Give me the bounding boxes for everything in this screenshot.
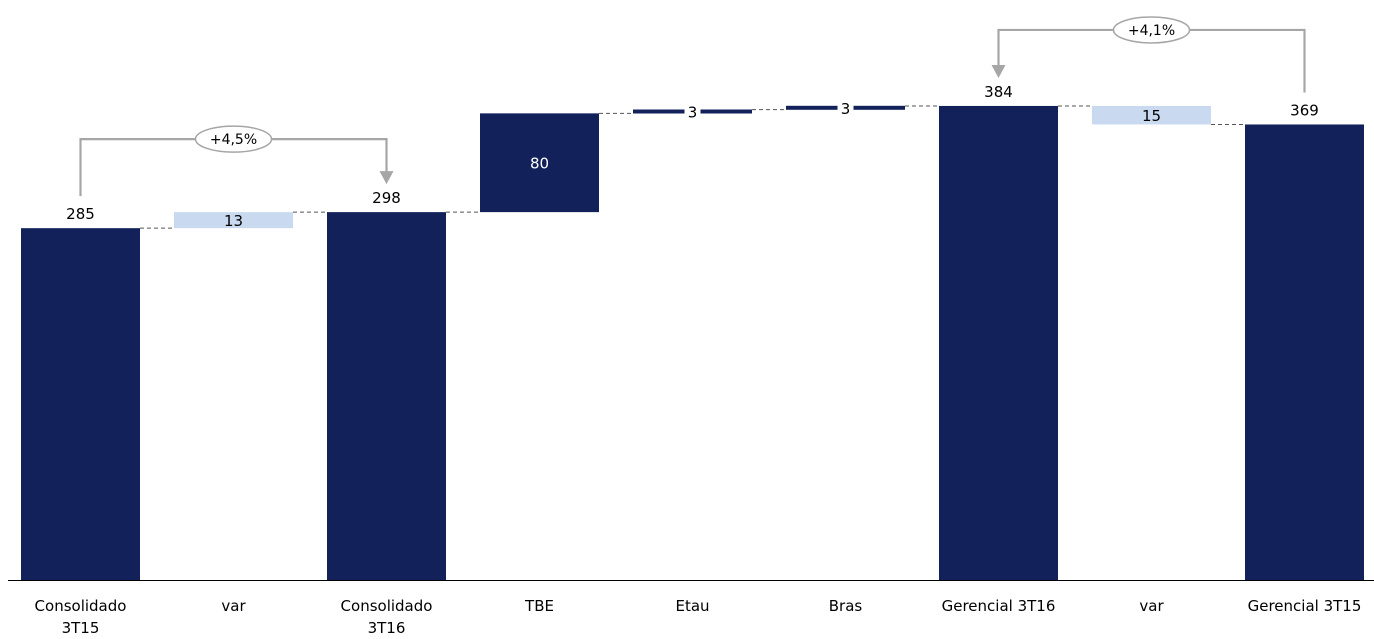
- category-label-3-0: TBE: [524, 597, 554, 615]
- category-label-7-0: var: [1139, 597, 1164, 615]
- category-label-2-1: 3T16: [368, 619, 406, 637]
- growth-annotation-0: +4,5%: [79, 125, 394, 197]
- connector-lines: [140, 105, 1245, 229]
- category-label-2-0: Consolidado: [341, 597, 433, 615]
- value-label-4: 3: [688, 104, 698, 122]
- value-label-0: 285: [66, 205, 95, 223]
- annotation-label-1: +4,1%: [1128, 23, 1175, 39]
- bar-3: [480, 113, 599, 213]
- bar-0: [21, 228, 140, 581]
- value-label-bg-5: [837, 99, 854, 118]
- value-label-5: 3: [841, 100, 851, 118]
- value-label-bg-4: [684, 103, 701, 122]
- value-label-1: 13: [224, 212, 243, 230]
- category-label-4-0: Etau: [675, 597, 709, 615]
- bar-8: [1245, 124, 1364, 581]
- category-label-8-0: Gerencial 3T15: [1248, 597, 1362, 615]
- bar-1: [174, 212, 293, 229]
- annotation-ellipse-0: [194, 125, 273, 153]
- bars-group: [21, 105, 1364, 581]
- bar-6: [939, 105, 1058, 581]
- value-label-8: 369: [1290, 101, 1319, 119]
- growth-annotation-1: +4,1%: [991, 16, 1306, 93]
- bar-7: [1092, 105, 1211, 125]
- value-label-2: 298: [372, 189, 401, 207]
- bar-2: [327, 212, 446, 580]
- annotation-arrowhead-0: [379, 171, 394, 185]
- category-label-5-0: Bras: [829, 597, 863, 615]
- category-label-0-1: 3T15: [62, 619, 100, 637]
- value-label-6: 384: [984, 83, 1013, 101]
- value-labels: 285 13 298 80 3 3 384 15 369: [66, 83, 1319, 230]
- value-label-7: 15: [1142, 107, 1161, 125]
- growth-annotations: +4,5% +4,1%: [79, 16, 1306, 197]
- annotation-arrowhead-1: [991, 64, 1006, 78]
- category-label-1-0: var: [221, 597, 246, 615]
- value-label-3: 80: [530, 155, 549, 173]
- annotation-ellipse-1: [1112, 16, 1191, 44]
- category-label-0-0: Consolidado: [35, 597, 127, 615]
- annotation-label-0: +4,5%: [210, 132, 257, 148]
- category-labels: Consolidado 3T15 var Consolidado 3T16 TBE Etau…: [35, 597, 1362, 637]
- category-label-6-0: Gerencial 3T16: [942, 597, 1056, 615]
